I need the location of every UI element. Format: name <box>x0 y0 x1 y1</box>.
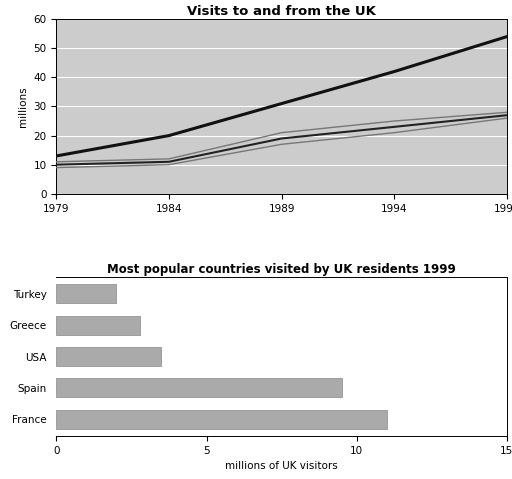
Bar <box>56 378 342 397</box>
Bar <box>56 347 161 366</box>
Title: Most popular countries visited by UK residents 1999: Most popular countries visited by UK res… <box>107 263 456 276</box>
Bar <box>56 316 140 334</box>
Y-axis label: millions: millions <box>18 86 28 127</box>
Bar <box>56 285 116 303</box>
Title: Visits to and from the UK: Visits to and from the UK <box>187 5 376 18</box>
Bar <box>56 410 387 429</box>
X-axis label: millions of UK visitors: millions of UK visitors <box>225 461 338 471</box>
